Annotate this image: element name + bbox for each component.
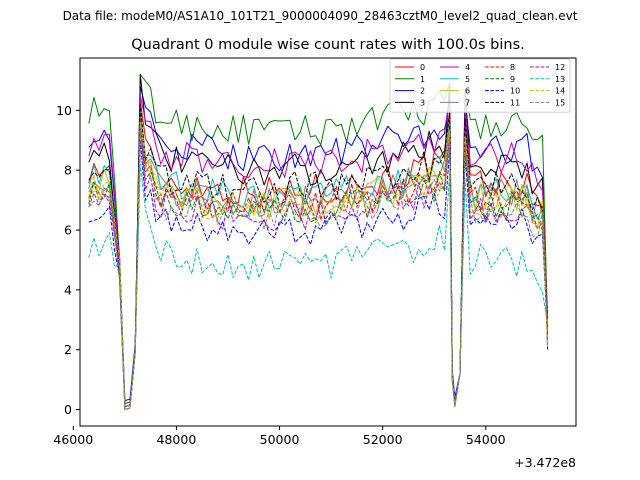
legend-label-10: 10 <box>510 87 520 96</box>
series-line-1 <box>88 74 549 405</box>
series-line-2 <box>88 85 549 402</box>
legend-label-0: 0 <box>420 63 425 72</box>
legend-label-9: 9 <box>510 75 515 84</box>
series-line-13 <box>88 163 549 408</box>
x-tick-label: 50000 <box>260 432 300 447</box>
axes-frame <box>79 57 577 427</box>
legend-label-13: 13 <box>555 75 565 84</box>
series-line-14 <box>88 121 549 410</box>
legend-label-4: 4 <box>465 63 470 72</box>
legend-label-6: 6 <box>465 87 470 96</box>
x-tick-label: 54000 <box>466 432 506 447</box>
legend-label-7: 7 <box>465 98 470 107</box>
series-line-12 <box>88 124 549 410</box>
series-line-6 <box>88 115 549 408</box>
series-line-3 <box>88 74 549 408</box>
legend-label-15: 15 <box>555 98 565 107</box>
y-tick-label: 2 <box>64 342 72 357</box>
legend-label-5: 5 <box>465 75 470 84</box>
legend-label-3: 3 <box>420 98 425 107</box>
y-tick-label: 0 <box>64 402 72 417</box>
y-tick-label: 8 <box>64 163 72 178</box>
legend-box <box>389 58 571 113</box>
series-line-8 <box>88 121 549 410</box>
legend-label-2: 2 <box>420 87 425 96</box>
legend-label-8: 8 <box>510 63 515 72</box>
x-tick-label: 46000 <box>53 432 93 447</box>
x-tick-label: 52000 <box>363 432 403 447</box>
x-axis: 46000 48000 50000 52000 54000 <box>53 426 506 447</box>
chart-title: Quadrant 0 module wise count rates with … <box>131 37 525 53</box>
series-line-10 <box>88 139 549 408</box>
series-line-4 <box>88 94 549 405</box>
y-axis: 0 2 4 6 8 10 <box>56 103 80 417</box>
y-tick-label: 6 <box>64 223 72 238</box>
legend-label-11: 11 <box>510 98 520 107</box>
chart-suptitle: Data file: modeM0/AS1A10_101T21_90000040… <box>63 9 578 23</box>
legend-label-12: 12 <box>555 63 565 72</box>
x-tick-label: 48000 <box>157 432 197 447</box>
y-tick-label: 4 <box>64 282 72 297</box>
series-layer <box>88 74 549 410</box>
y-tick-label: 10 <box>56 103 72 118</box>
legend-label-14: 14 <box>555 87 565 96</box>
legend-label-1: 1 <box>420 75 425 84</box>
series-line-15 <box>88 130 549 410</box>
x-offset-label: +3.472e8 <box>514 455 576 470</box>
